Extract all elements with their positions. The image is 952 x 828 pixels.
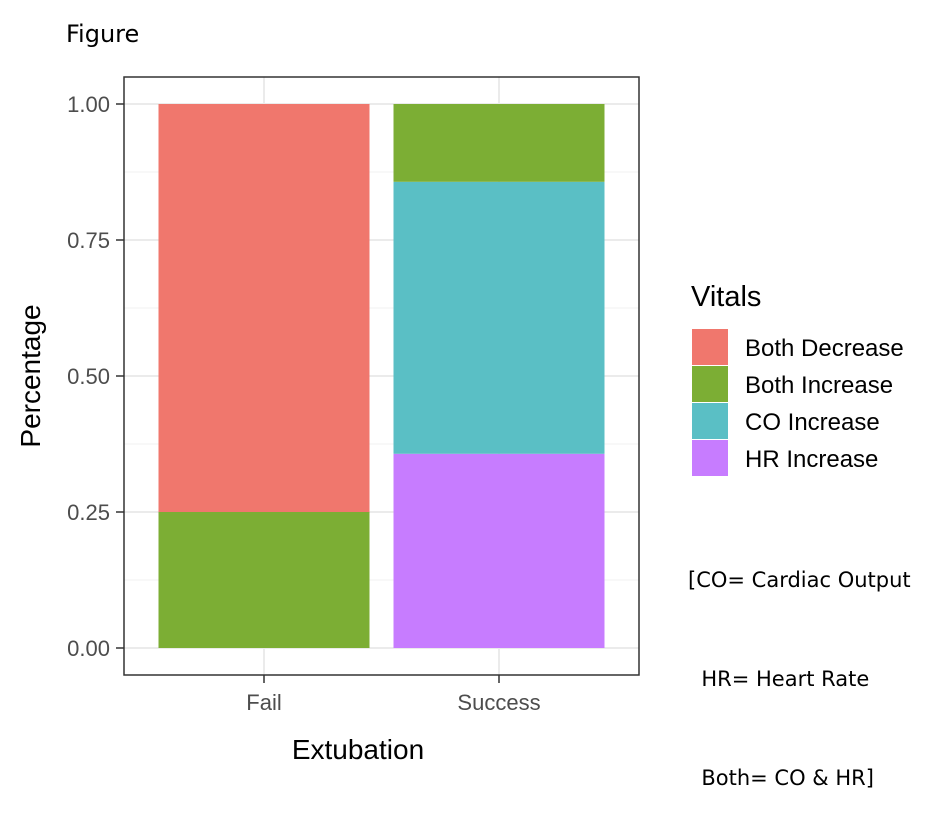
legend-label: HR Increase xyxy=(745,446,878,473)
legend-swatch xyxy=(692,366,728,402)
figure-label: Figure xyxy=(66,20,140,48)
legend-label: Both Decrease xyxy=(745,335,904,362)
y-tick-label: 0.75 xyxy=(67,228,110,253)
y-tick-label: 0.50 xyxy=(67,364,110,389)
note-line: Both= CO & HR] xyxy=(688,766,874,790)
stacked-bar-chart: 0.00 0.25 0.50 0.75 1.00 Fail Success Percent… xyxy=(15,76,904,765)
note-line: [CO= Cardiac Output xyxy=(688,568,911,592)
bar-success-co-increase xyxy=(393,181,605,454)
note-line: HR= Heart Rate xyxy=(688,667,870,691)
bars xyxy=(158,104,605,648)
y-tick-label: 1.00 xyxy=(67,92,110,117)
y-axis: 0.00 0.25 0.50 0.75 1.00 xyxy=(67,92,124,661)
bar-success-hr-increase xyxy=(393,453,605,648)
y-axis-title: Percentage xyxy=(15,304,46,447)
bar-fail-both-decrease xyxy=(158,104,370,512)
x-axis: Fail Success xyxy=(246,675,541,715)
y-tick-label: 0.25 xyxy=(67,500,110,525)
x-axis-title: Extubation xyxy=(292,734,424,765)
abbreviation-note: [CO= Cardiac Output HR= Heart Rate Both=… xyxy=(688,498,911,828)
x-tick-label: Fail xyxy=(246,690,281,715)
legend-label: CO Increase xyxy=(745,409,880,436)
bar-success-both-increase xyxy=(393,104,605,182)
y-tick-label: 0.00 xyxy=(67,636,110,661)
legend: Both Decrease Both Increase CO Increase HR … xyxy=(692,329,904,476)
legend-title: Vitals xyxy=(691,281,761,313)
legend-swatch xyxy=(692,440,728,476)
legend-label: Both Increase xyxy=(745,372,893,399)
x-tick-label: Success xyxy=(457,690,540,715)
legend-swatch xyxy=(692,329,728,365)
legend-swatch xyxy=(692,403,728,439)
bar-fail-both-increase xyxy=(158,512,370,648)
